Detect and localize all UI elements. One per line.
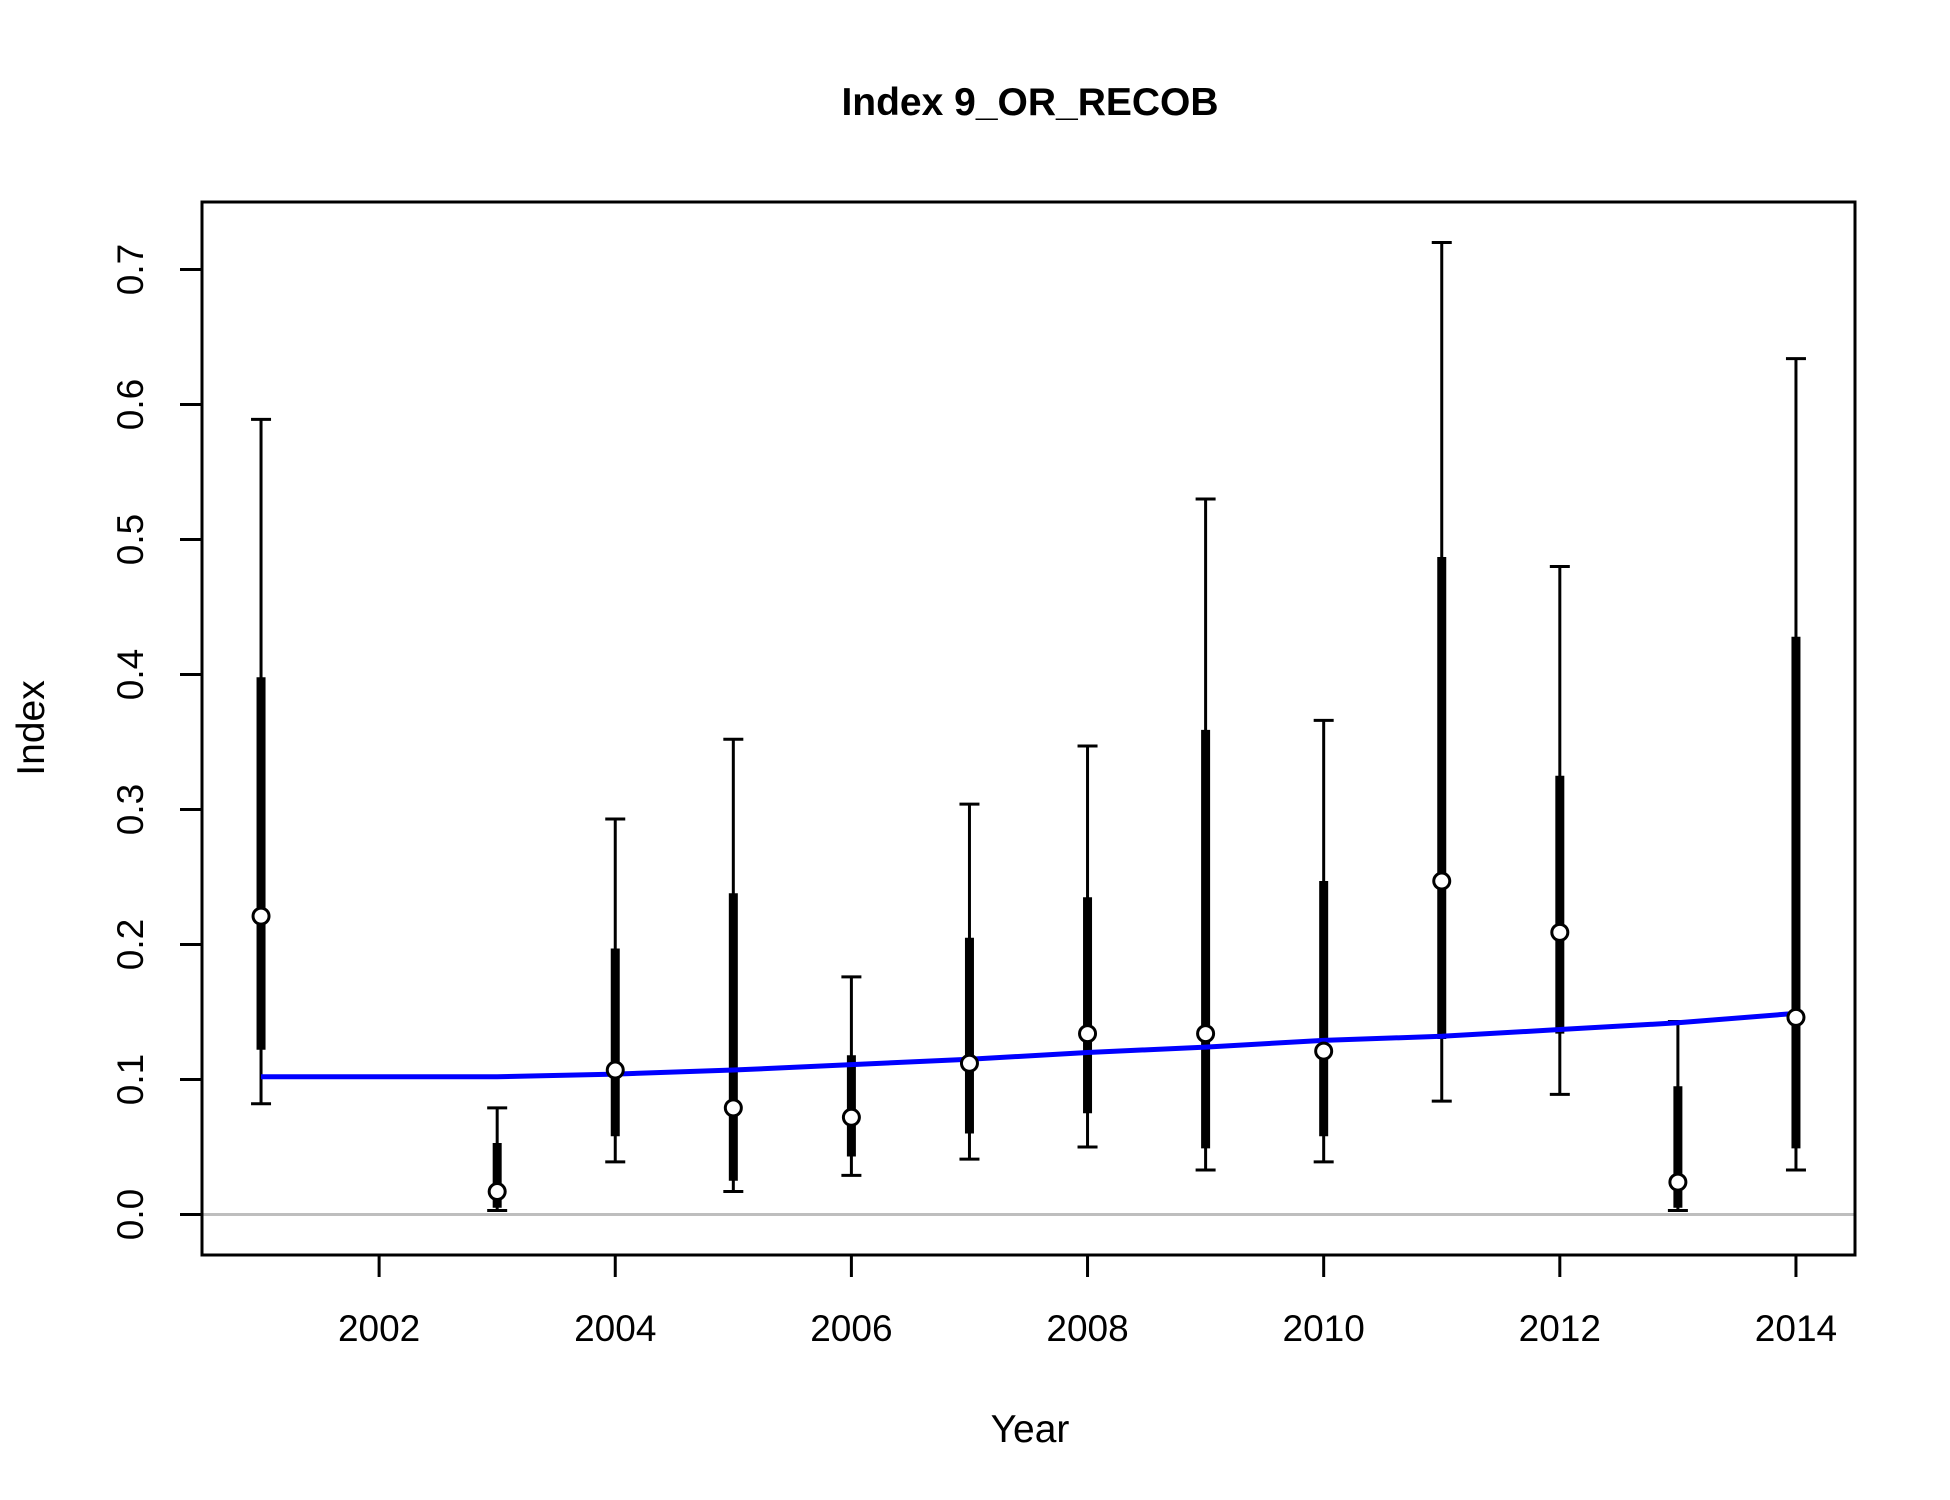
y-axis: 0.0 0.1 0.2 0.3 0.4 0.5 0.6 0.7 — [110, 244, 204, 1240]
y-tick-label: 0.2 — [110, 919, 151, 970]
y-axis-label: Index — [10, 680, 53, 776]
chart-title: Index 9_OR_RECOB — [841, 81, 1218, 124]
inner-interval-bars — [256, 557, 1801, 1208]
observed-point — [1078, 1024, 1098, 1044]
observed-point — [1314, 1041, 1334, 1061]
x-tick-label: 2010 — [1283, 1308, 1365, 1349]
x-axis: 2002 2004 2006 2008 2010 2012 2014 — [338, 1253, 1837, 1349]
y-tick-label: 0.1 — [110, 1054, 151, 1105]
observed-points — [251, 871, 1806, 1202]
observed-point — [487, 1182, 507, 1202]
observed-point — [1550, 922, 1570, 942]
y-tick-label: 0.0 — [110, 1189, 151, 1240]
observed-point — [605, 1060, 625, 1080]
y-tick-label: 0.5 — [110, 514, 151, 565]
x-tick-label: 2014 — [1755, 1308, 1837, 1349]
observed-point — [1786, 1007, 1806, 1027]
observed-point — [1668, 1172, 1688, 1192]
y-tick-label: 0.7 — [110, 244, 151, 295]
x-tick-label: 2008 — [1046, 1308, 1128, 1349]
plot-frame — [200, 200, 1857, 1257]
observed-point — [251, 906, 271, 926]
observed-point — [959, 1053, 979, 1073]
x-tick-label: 2004 — [574, 1308, 656, 1349]
y-tick-label: 0.4 — [110, 649, 151, 700]
observed-point — [1432, 871, 1452, 891]
x-tick-label: 2002 — [338, 1308, 420, 1349]
y-tick-label: 0.6 — [110, 379, 151, 430]
x-axis-label: Year — [991, 1408, 1070, 1451]
x-tick-label: 2012 — [1519, 1308, 1601, 1349]
expected-line-series — [261, 1010, 1797, 1080]
outer-interval-bars — [251, 241, 1806, 1212]
observed-point — [723, 1098, 743, 1118]
observed-point — [841, 1107, 861, 1127]
observed-point — [1196, 1024, 1216, 1044]
y-tick-label: 0.3 — [110, 784, 151, 835]
x-tick-label: 2006 — [810, 1308, 892, 1349]
